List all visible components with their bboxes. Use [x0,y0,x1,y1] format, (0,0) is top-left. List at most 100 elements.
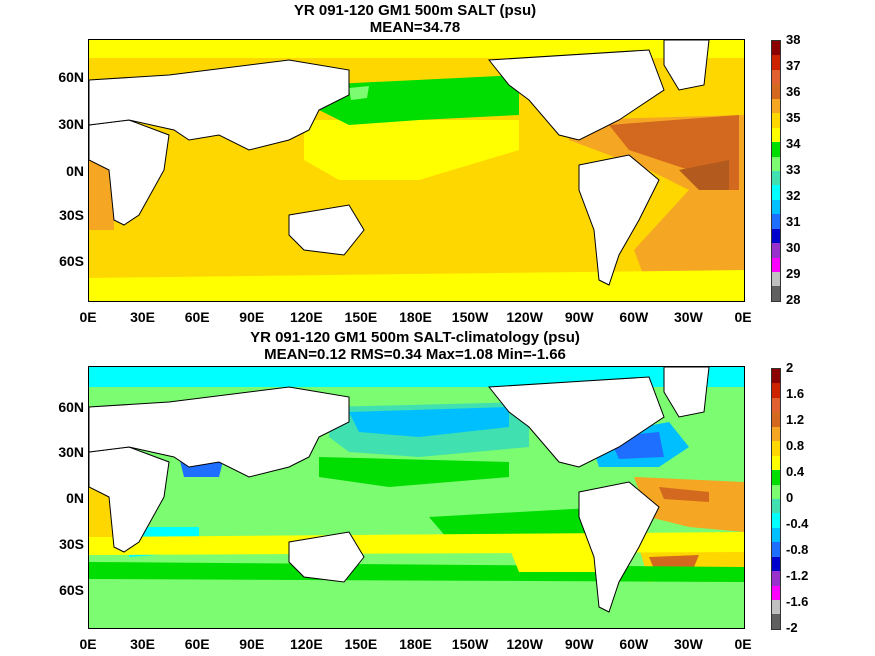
panel_top-colorbar-label: 30 [786,240,801,255]
bottom-title-line1: YR 091-120 GM1 500m SALT-climatology (ps… [250,329,580,346]
top-ytick-0N: 0N [66,163,84,179]
bottom-ytick-30S: 30S [59,536,84,552]
panel_top-colorbar-label: 29 [786,266,801,281]
colorbar-swatch [772,369,780,384]
colorbar-swatch [772,199,780,215]
colorbar-swatch [772,600,780,615]
panel_bottom-colorbar-label: 2 [786,360,794,375]
panel_bottom-colorbar-label: 1.2 [786,412,805,427]
colorbar-swatch [772,113,780,128]
colorbar-swatch [772,513,780,528]
colorbar-swatch [772,55,780,70]
colorbar-swatch [772,470,780,485]
top-xtick: 30W [674,309,703,325]
bottom-xtick: 60W [619,636,649,652]
top-xtick: 150W [451,309,489,325]
colorbar-swatch [772,556,780,572]
colorbar-swatch [772,397,780,413]
bottom-xtick: 30W [674,636,703,652]
panel_top-colorbar-label: 36 [786,84,801,99]
panel_bottom-colorbar-label: -0.4 [786,516,809,531]
top-xtick: 150E [344,309,378,325]
colorbar-swatch [772,426,780,442]
top-salinity-map [88,39,745,302]
colorbar-swatch [772,214,780,229]
bottom-xtick: 90E [239,636,265,652]
bottom-ytick-60S: 60S [59,582,84,598]
bottom-ytick-60N: 60N [58,399,84,415]
top-xtick: 120W [506,309,543,325]
top-xtick: 0E [734,309,752,325]
top-xtick: 90E [239,309,265,325]
panel_bottom-colorbar-label: -2 [786,620,798,635]
panel_bottom-colorbar-label: 0.8 [786,438,805,453]
colorbar-swatch [772,571,780,586]
colorbar-swatch [772,243,780,258]
colorbar-swatch [772,41,780,56]
panel_top-colorbar-label: 32 [786,188,801,203]
colorbar-swatch [772,542,780,557]
panel_bottom-colorbar-label: -0.8 [786,542,809,557]
top-ytick-30S: 30S [59,207,84,223]
panel_top-colorbar-label: 38 [786,32,801,47]
colorbar-swatch [772,156,780,171]
panel_bottom-colorbar-label: -1.2 [786,568,809,583]
colorbar-swatch [772,383,780,398]
top-xtick: 0E [79,309,97,325]
panel_bottom-colorbar-label: 0.4 [786,464,805,479]
bottom-xtick: 0E [79,636,97,652]
bottom-xtick: 150W [451,636,489,652]
bottom-xtick: 120W [506,636,543,652]
bottom-salinity-anomaly-map [88,366,745,629]
colorbar-swatch [772,185,780,200]
top-title-line1: YR 091-120 GM1 500m SALT (psu) [293,2,537,19]
panel_top-colorbar-label: 31 [786,214,801,229]
panel_top-colorbar-label: 33 [786,162,801,177]
colorbar-swatch [772,441,780,456]
bottom-xtick: 60E [184,636,210,652]
colorbar-swatch [772,84,780,99]
colorbar-swatch [772,286,780,301]
colorbar-swatch [772,98,780,114]
colorbar-swatch [772,527,780,543]
colorbar-swatch [772,69,780,85]
top-xtick: 60W [619,309,649,325]
colorbar-swatch [772,412,780,427]
top-ytick-60S: 60S [59,253,84,269]
panel_top-colorbar-label: 37 [786,58,801,73]
top-xtick: 180E [399,309,432,325]
colorbar-swatch [772,614,780,629]
colorbar-swatch [772,142,780,157]
bottom-xtick: 30E [130,636,156,652]
colorbar-swatch [772,127,780,143]
bottom-xtick: 150E [344,636,378,652]
panel_top-colorbar-label: 28 [786,292,801,307]
top-xtick: 60E [184,309,210,325]
colorbar-swatch [772,170,780,186]
bottom-colorbar [771,368,781,630]
colorbar-swatch [772,498,780,514]
colorbar-swatch [772,228,780,244]
panel_bottom-colorbar-label: 1.6 [786,386,805,401]
top-xtick: 30E [130,309,156,325]
bottom-xtick: 0E [734,636,752,652]
bottom-xtick: 120E [289,636,323,652]
colorbar-swatch [772,455,780,471]
bottom-xtick: 180E [399,636,432,652]
top-colorbar [771,40,781,302]
panel_top-colorbar-label: 35 [786,110,801,125]
panel_bottom-colorbar-label: -1.6 [786,594,809,609]
bottom-ytick-0N: 0N [66,490,84,506]
top-ytick-60N: 60N [58,69,84,85]
bottom-ytick-30N: 30N [58,444,84,460]
bottom-xtick: 90W [564,636,594,652]
top-title-line2: MEAN=34.78 [369,19,461,36]
top-xtick: 90W [564,309,594,325]
bottom-title-line2: MEAN=0.12 RMS=0.34 Max=1.08 Min=-1.66 [264,346,566,363]
colorbar-swatch [772,585,780,600]
colorbar-swatch [772,272,780,287]
top-xtick: 120E [289,309,323,325]
panel_top-colorbar-label: 34 [786,136,801,151]
colorbar-swatch [772,257,780,272]
top-ytick-30N: 30N [58,116,84,132]
